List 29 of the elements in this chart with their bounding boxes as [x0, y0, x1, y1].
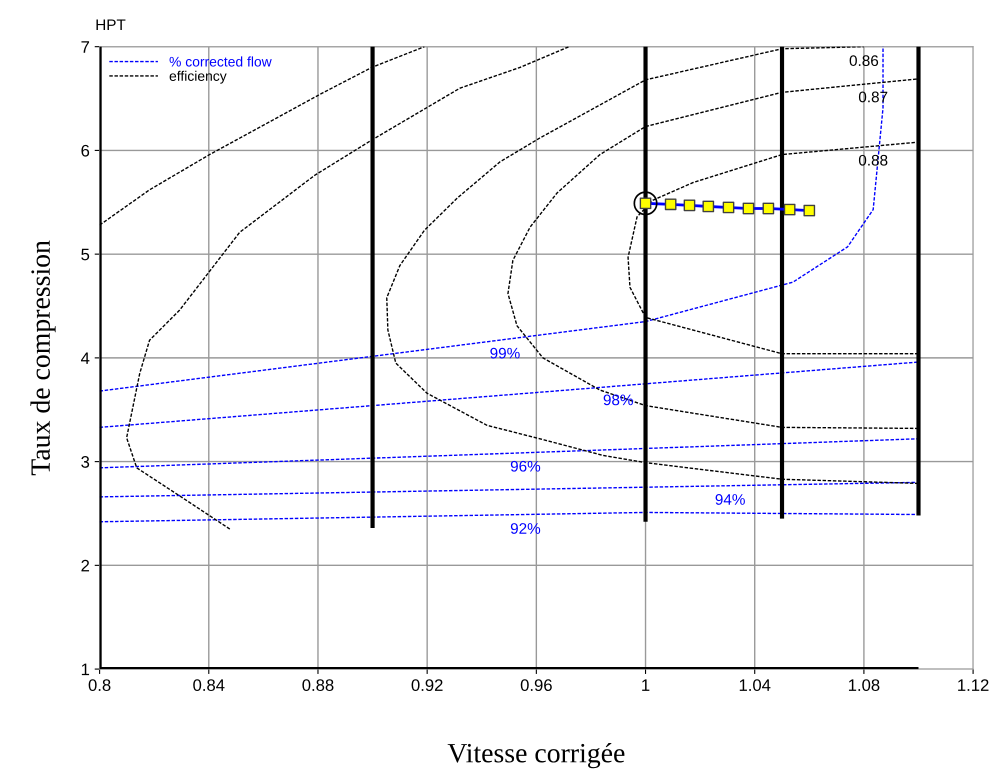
x-tick-label: 0.8: [88, 679, 110, 692]
x-tick-label: 1.08: [848, 679, 880, 692]
chart-title: HPT: [96, 20, 126, 30]
x-tick-label: 0.92: [412, 679, 443, 692]
annotation: 96%: [510, 460, 540, 472]
x-tick-label: 1: [642, 679, 650, 691]
annotation: 94%: [716, 494, 745, 505]
annotation: 99%: [490, 348, 520, 359]
y-axis-title: Taux de compression: [30, 240, 56, 476]
y-tick-label: 3: [81, 456, 90, 468]
y-tick-label: 1: [82, 664, 90, 676]
annotation: 92%: [510, 523, 540, 534]
annotation: 0.87: [858, 92, 888, 102]
annotation: 0.88: [858, 154, 888, 166]
x-tick-label: 0.84: [193, 679, 225, 692]
y-tick-label: 2: [81, 560, 90, 572]
y-tick-label: 6: [81, 144, 90, 157]
x-tick-label: 1.12: [958, 679, 988, 691]
annotation: 98%: [604, 394, 633, 406]
x-axis-title: Vitesse corrigée: [448, 742, 624, 768]
y-tick-label: 5: [81, 248, 90, 260]
x-tick-label: 0.88: [302, 679, 334, 692]
annotation: 0.86: [850, 55, 878, 66]
x-tick-label: 1.04: [740, 679, 770, 692]
y-tick-label: 7: [81, 41, 90, 53]
y-tick-label: 4: [80, 352, 90, 364]
legend-label: % corrected flow: [170, 56, 272, 67]
x-tick-label: 0.96: [520, 679, 552, 692]
legend-label: efficiency: [170, 70, 227, 84]
